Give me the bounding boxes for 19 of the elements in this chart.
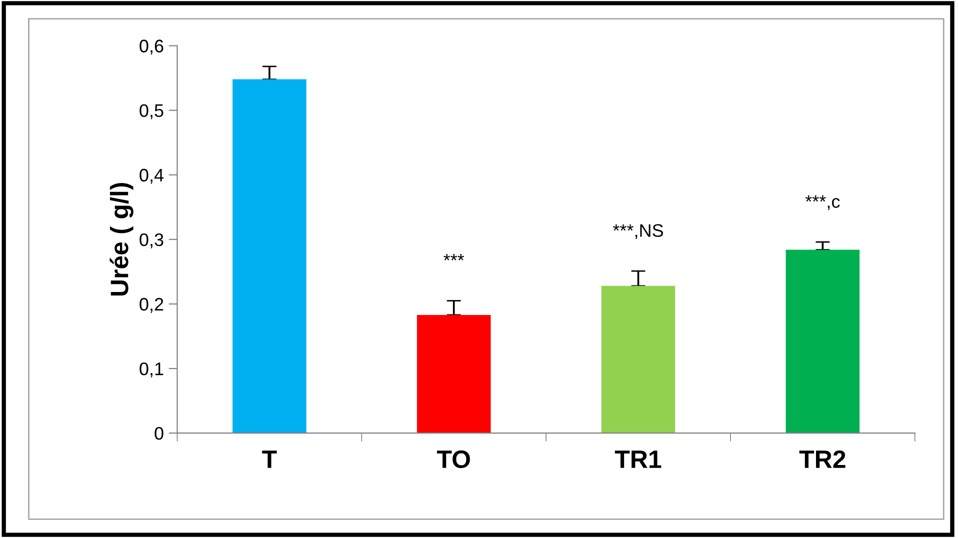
y-tick-label: 0,4 [140,168,164,184]
x-tick-label: TO [436,450,470,468]
bar [232,79,306,434]
bar [601,286,676,434]
annotation: ***,NS [612,224,664,240]
x-tick-label: TR1 [614,450,662,468]
y-tick-label: 0,3 [140,233,164,248]
bar [786,250,860,434]
annotation: ***,c [805,195,840,210]
x-tick-label: T [262,450,277,468]
x-tick-label: TR2 [799,450,846,468]
y-tick-label: 0,6 [140,40,164,55]
y-tick-label: 0 [154,427,164,440]
annotation: *** [444,254,464,260]
y-tick-label: 0,1 [140,362,164,378]
y-axis-title: Urée ( g/l) [110,183,134,296]
bar [416,314,491,434]
y-tick-label: 0,2 [140,298,164,313]
y-tick-label: 0,5 [140,104,164,120]
